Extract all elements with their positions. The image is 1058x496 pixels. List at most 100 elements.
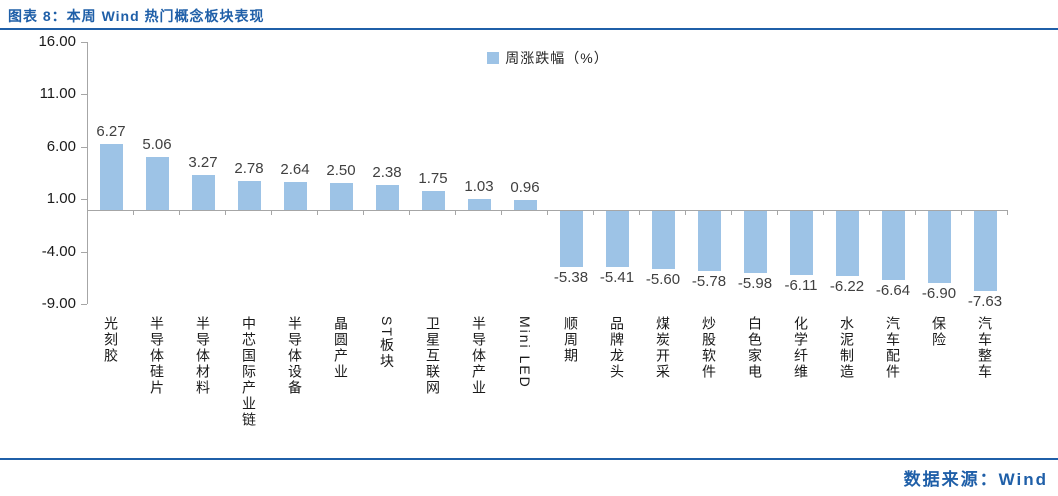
x-axis-tick [961,209,962,215]
legend-label: 周涨跌幅（%） [505,50,609,66]
x-axis-tick [593,209,594,215]
y-axis-tick [81,304,87,305]
bar [191,175,215,210]
bar [283,182,307,210]
x-axis-tick [547,209,548,215]
bar [99,143,123,210]
category-label: 水泥制造 [839,316,855,380]
bar [835,210,859,276]
bar-value-label: 2.50 [326,162,356,180]
bar-value-label: -7.63 [967,292,1003,310]
bar-value-label: -6.11 [784,276,818,294]
y-tick-label: -4.00 [41,242,76,260]
data-source-label: 数据来源：Wind [903,470,1048,489]
y-axis-tick [81,42,87,43]
x-axis-tick [271,209,272,215]
bar-value-label: 5.06 [142,135,172,153]
x-axis-tick [317,209,318,215]
y-axis-tick [81,251,87,253]
category-label: 半导体产业 [471,316,487,396]
x-axis-tick [639,209,640,215]
figure-footer: 数据来源：Wind [0,458,1058,496]
x-axis-tick [225,209,226,215]
x-axis-tick [501,209,502,215]
category-label: 白色家电 [747,316,763,380]
y-axis-tick [81,199,87,201]
category-label: 晶圆产业 [333,316,349,380]
category-label: 半导体设备 [287,316,303,396]
category-label: 保险 [931,316,947,348]
category-label: ST板块 [379,316,395,370]
y-axis-tick [81,146,87,148]
category-label: 中芯国际产业链 [241,316,257,428]
y-axis-line [87,42,88,304]
bar [881,210,905,281]
bar [651,210,675,270]
y-axis-tick [81,94,87,96]
bar [973,210,997,291]
bar [697,210,721,272]
x-axis-tick [87,209,88,215]
y-tick-label: 16.00 [38,33,76,50]
bar-value-label: 1.75 [418,170,448,188]
bar-value-label: -5.78 [691,273,727,291]
y-tick-label: -9.00 [41,295,76,312]
y-tick-label: 1.00 [46,190,76,208]
category-label: 顺周期 [563,316,579,364]
bar-chart-plot-area: 16.00 11.00 6.00 1.00 -4.00 -9.00 6.27 光刻胶 5.06 半… [38,33,1008,428]
bar [559,210,583,268]
bar-value-label: -5.60 [645,271,681,289]
x-axis-tick [915,209,916,215]
bar [513,199,537,210]
bar-value-label: -5.98 [737,275,773,293]
bar-value-label: 2.64 [280,161,310,178]
bar-value-label: 0.96 [510,178,540,196]
bar [467,198,491,210]
y-tick-label: 6.00 [46,137,76,155]
bar-value-label: -6.22 [829,277,865,295]
x-axis-tick [179,209,180,215]
category-label: 煤炭开采 [655,316,671,380]
x-axis-tick [777,209,778,215]
legend-swatch-icon [487,52,500,64]
bar-value-label: 2.78 [234,159,264,177]
chart-legend: 周涨跌幅（%） [88,48,1008,68]
x-axis-tick [409,209,410,215]
bar [145,156,169,210]
bar-value-label: 1.03 [464,177,494,195]
bar-value-label: -5.38 [553,269,589,287]
bar-value-label: 3.27 [188,154,218,172]
bar [329,183,353,210]
bar [421,191,445,210]
x-axis-tick [869,209,870,215]
bar [375,184,399,210]
category-label: 品牌龙头 [609,316,625,380]
x-axis-tick [685,209,686,215]
category-label: 汽车整车 [977,316,993,380]
category-label: 汽车配件 [885,316,901,380]
bar-value-label: 2.38 [372,163,402,181]
bar [237,180,261,210]
bar-value-label: 6.27 [96,122,126,140]
figure-header: 图表 8：本周 Wind 热门概念板块表现 [0,0,1058,30]
y-tick-label: 11.00 [39,85,76,103]
x-axis-tick [1007,209,1008,215]
category-label: 炒股软件 [701,316,717,380]
category-label: 半导体硅片 [149,316,165,396]
bar [927,210,951,283]
category-label: Mini LED [517,316,533,389]
x-axis-tick [823,209,824,215]
x-axis-tick [133,209,134,215]
category-label: 半导体材料 [195,316,211,396]
category-label: 卫星互联网 [425,316,441,396]
bar [743,210,767,274]
bar [789,210,813,275]
x-axis-tick [363,209,364,215]
x-axis-tick [455,209,456,215]
category-label: 光刻胶 [103,316,119,364]
bar-value-label: -6.64 [875,282,911,300]
x-axis-tick [731,209,732,215]
bar-value-label: -5.41 [599,269,635,287]
bar-value-label: -6.90 [921,284,957,302]
